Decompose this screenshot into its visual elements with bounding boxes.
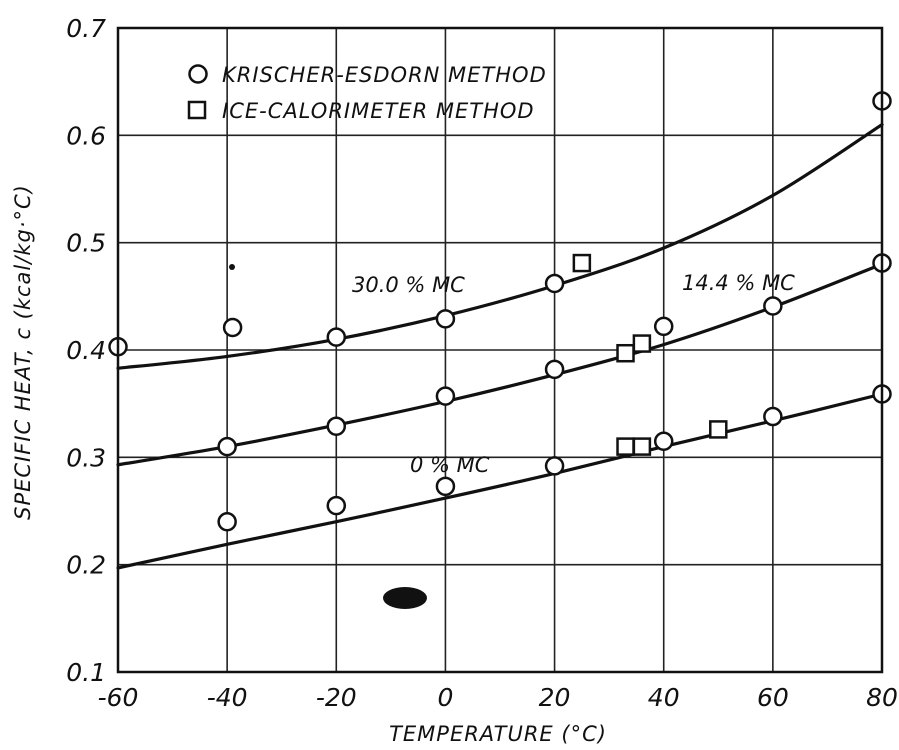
krischer-esdorn-point [653, 431, 674, 451]
scan-artifacts [229, 264, 427, 609]
krischer-esdorn-point [217, 436, 237, 457]
krischer-esdorn-point [653, 316, 674, 337]
x-tick-label: -20 [316, 683, 357, 712]
legend-label-krischer-esdorn: KRISCHER-ESDORN METHOD [222, 63, 547, 87]
curve-label-14-mc: 14.4 % MC [682, 271, 795, 295]
y-tick-label: 0.6 [66, 121, 106, 150]
y-tick-label: 0.3 [66, 443, 106, 472]
krischer-esdorn-point [544, 456, 565, 476]
fitted-curves [116, 123, 884, 570]
x-axis-title: TEMPERATURE (°C) [389, 722, 607, 746]
krischer-esdorn-point [435, 309, 456, 329]
y-tick-label: 0.5 [66, 229, 106, 258]
ice-calorimeter-point [632, 437, 652, 456]
ice-calorimeter-point [572, 253, 592, 273]
krischer-esdorn-point [763, 406, 783, 427]
y-axis-title: SPECIFIC HEAT, c (kcal/kg·°C) [11, 184, 35, 520]
krischer-esdorn-point [544, 273, 565, 294]
ice-calorimeter-point [632, 334, 652, 353]
legend: KRISCHER-ESDORN METHOD ICE-CALORIMETER M… [187, 63, 547, 123]
ink-speck [229, 264, 235, 270]
ice-calorimeter-point [709, 420, 728, 439]
ink-blot [383, 587, 427, 609]
x-tick-label: 40 [648, 683, 680, 712]
y-tick-label: 0.1 [66, 658, 106, 687]
ice-calorimeter-point [616, 437, 635, 456]
x-tick-label: -60 [98, 683, 139, 712]
krischer-esdorn-point [326, 495, 347, 516]
legend-circle-marker [188, 64, 208, 84]
krischer-esdorn-point [326, 416, 347, 436]
fit-curve-series-1 [116, 262, 884, 467]
ice-calorimeter-point [616, 343, 635, 363]
curve-label-0-mc: 0 % MC [410, 453, 490, 477]
x-tick-label: 0 [437, 683, 453, 712]
x-tick-label: 60 [757, 683, 789, 712]
krischer-esdorn-point [217, 511, 237, 532]
krischer-esdorn-point [763, 296, 783, 316]
krischer-esdorn-point [326, 327, 347, 347]
plot-frame [116, 26, 884, 674]
x-tick-label: 20 [539, 683, 571, 712]
y-tick-label: 0.2 [66, 551, 106, 580]
krischer-esdorn-point [544, 359, 565, 380]
x-tick-label: 80 [866, 683, 898, 712]
legend-square-marker [187, 100, 207, 120]
legend-label-ice-calorimeter: ICE-CALORIMETER METHOD [222, 99, 535, 123]
x-tick-label: -40 [207, 683, 248, 712]
tick-labels: -60 -40 -20 0 20 40 60 80 0.1 0.2 0.3 0.4 0.5 0.6 0.7 [66, 14, 898, 712]
curve-label-30-mc: 30.0 % MC [352, 273, 465, 297]
krischer-esdorn-point [222, 317, 243, 338]
krischer-esdorn-point [435, 386, 456, 406]
fit-curve-series-2 [116, 392, 884, 570]
krischer-esdorn-point [435, 476, 456, 497]
curve-labels: 30.0 % MC 14.4 % MC 0 % MC [352, 271, 795, 477]
fit-curve-series-0 [116, 123, 884, 370]
y-tick-label: 0.4 [66, 336, 106, 365]
y-tick-label: 0.7 [66, 14, 106, 43]
